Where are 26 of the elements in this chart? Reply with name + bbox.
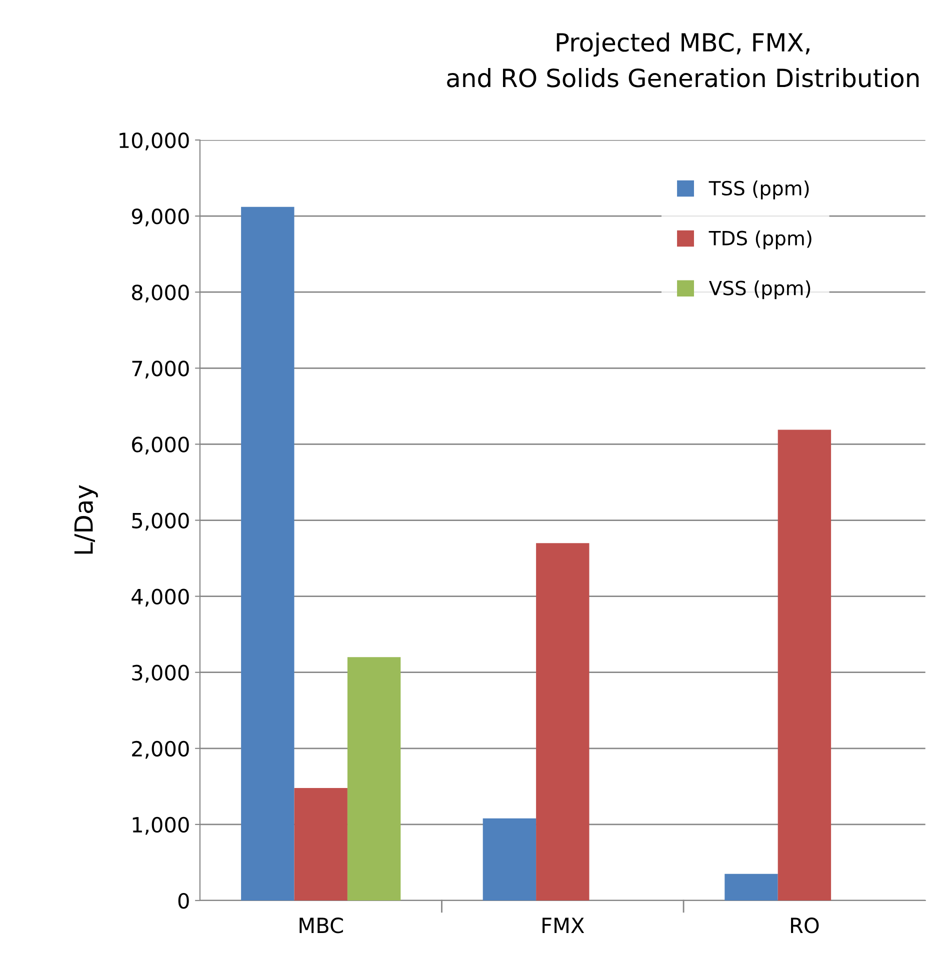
- legend-label: VSS (ppm): [709, 280, 810, 300]
- y-tick-label: 2,000: [132, 740, 189, 759]
- y-tick-label: 8,000: [132, 284, 189, 302]
- bar: [347, 657, 401, 900]
- chart-title: Projected MBC, FMX, and RO Solids Generation Distribution: [447, 32, 919, 88]
- x-tick-label: MBC: [300, 918, 343, 934]
- bar: [294, 788, 348, 900]
- y-tick-label: 10,000: [120, 132, 189, 150]
- y-tick-label: 1,000: [132, 816, 189, 835]
- y-axis-title: L/Day: [74, 485, 98, 554]
- y-tick-label: 4,000: [132, 588, 189, 607]
- bar: [724, 874, 778, 900]
- bar: [778, 430, 832, 900]
- y-tick-label: 6,000: [132, 436, 189, 455]
- y-tick-label: 9,000: [132, 208, 189, 226]
- x-tick-label: RO: [791, 918, 819, 934]
- bar: [536, 543, 590, 900]
- y-tick-label: 3,000: [132, 664, 189, 683]
- y-tick-label: 0: [178, 892, 189, 909]
- y-tick-label: 5,000: [132, 512, 189, 531]
- bar: [482, 818, 536, 900]
- bar: [241, 206, 294, 900]
- y-tick-label: 7,000: [132, 360, 189, 378]
- legend-label: TDS (ppm): [708, 230, 812, 250]
- legend-label: TSS (ppm): [708, 180, 809, 200]
- x-tick-label: FMX: [542, 918, 584, 933]
